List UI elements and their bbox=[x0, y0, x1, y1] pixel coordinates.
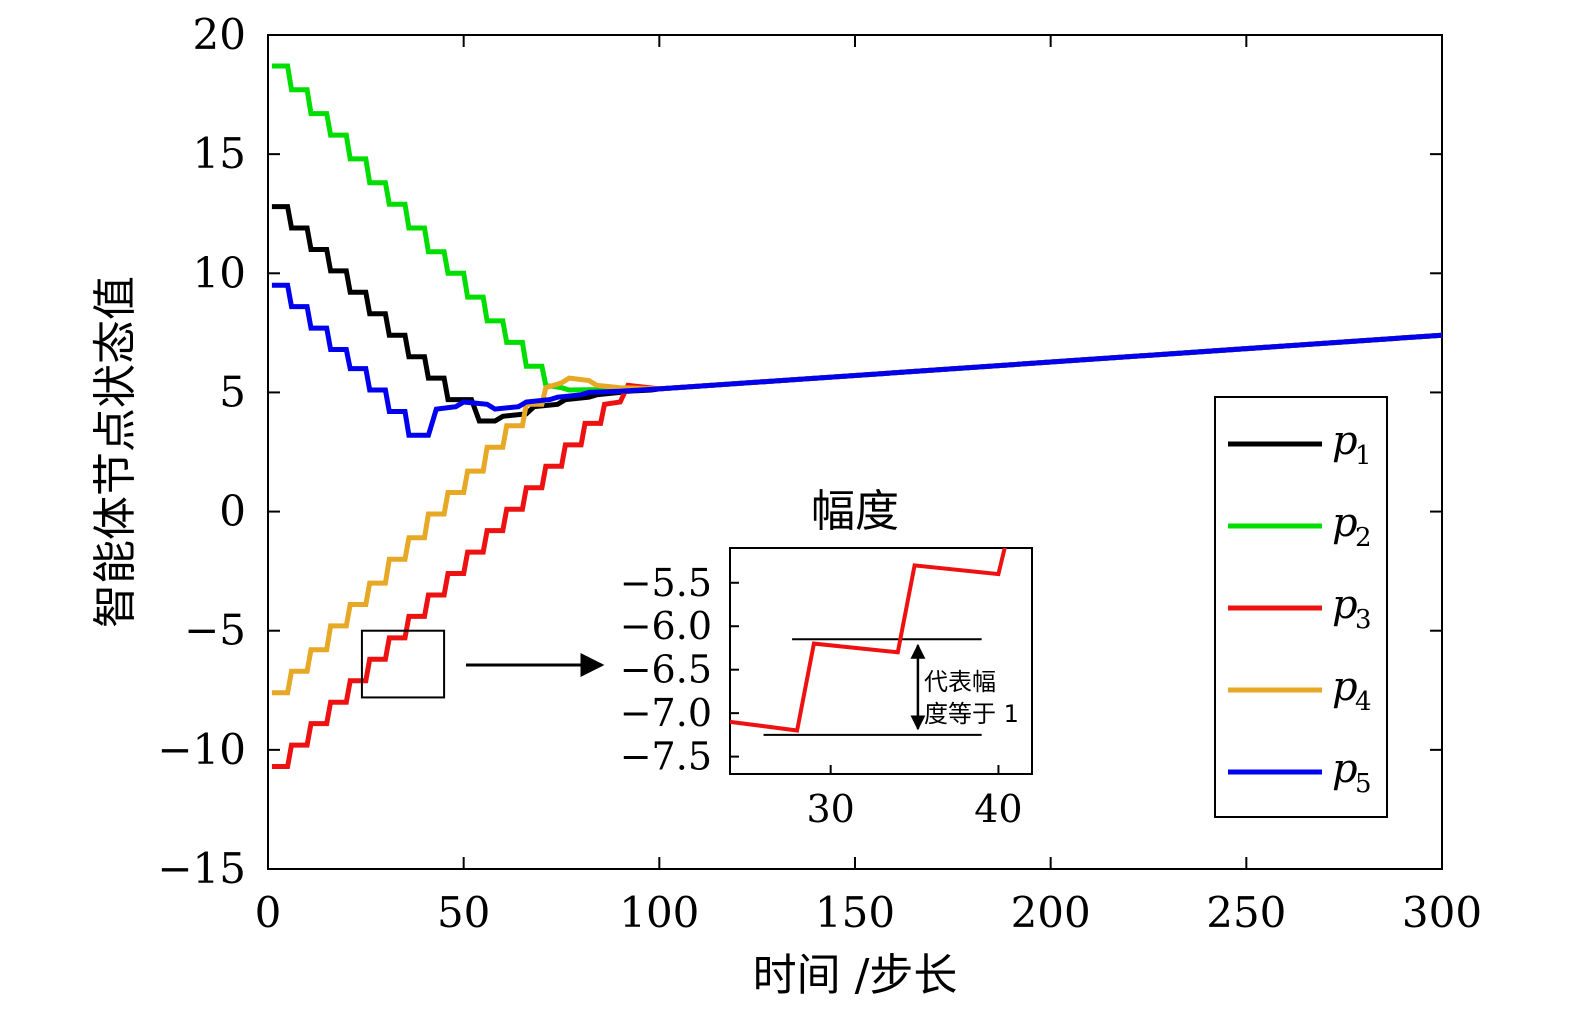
y-tick-label: −5 bbox=[184, 606, 246, 655]
series-line-p4 bbox=[271, 332, 1442, 696]
tick-marks bbox=[267, 34, 1443, 870]
y-tick-label: 5 bbox=[219, 367, 246, 416]
x-tick-label: 150 bbox=[815, 888, 895, 937]
zoom-box bbox=[360, 629, 446, 699]
inset-x-tick-label: 30 bbox=[806, 787, 854, 831]
legend-label: p bbox=[1332, 582, 1358, 628]
series-layer bbox=[271, 63, 1442, 769]
inset-reference-lines bbox=[763, 638, 982, 736]
inset-tick-labels: 30 40 −5.5−6.0−6.5−7.0−7.5 bbox=[620, 561, 1023, 831]
y-tick-label: −15 bbox=[157, 844, 246, 893]
series-line-p2 bbox=[271, 63, 1442, 393]
legend-label-subscript: 2 bbox=[1355, 523, 1372, 553]
x-tick-labels: 0 50 100 150 200 250 300 bbox=[255, 888, 1482, 937]
legend-item-p4: p4 bbox=[1228, 664, 1372, 717]
y-tick-label: 10 bbox=[193, 248, 246, 297]
series-line-p3 bbox=[271, 332, 1442, 769]
y-tick-labels: 20 15 10 5 0 −5 −10 −15 bbox=[157, 10, 246, 893]
inset-x-tick-label: 40 bbox=[974, 787, 1022, 831]
inset-y-tick-label: −5.5 bbox=[620, 561, 712, 605]
y-tick-label: 15 bbox=[193, 129, 246, 178]
legend-item-p3: p3 bbox=[1228, 582, 1372, 635]
x-tick-label: 100 bbox=[619, 888, 699, 937]
inset-y-tick-label: −7.0 bbox=[620, 691, 712, 735]
x-tick-label: 0 bbox=[255, 888, 282, 937]
series-line-p5 bbox=[271, 282, 1442, 438]
inset-tick-marks bbox=[730, 581, 1000, 774]
legend-label: p bbox=[1332, 746, 1358, 792]
inset-y-tick-label: −6.0 bbox=[620, 604, 712, 648]
amplitude-annotation-line2: 度等于 1 bbox=[924, 700, 1019, 728]
y-tick-label: 0 bbox=[219, 487, 246, 536]
x-axis-title: 时间 /步长 bbox=[753, 950, 958, 1001]
legend-label: p bbox=[1332, 664, 1358, 710]
inset: 幅度 30 40 −5.5−6.0−6.5−7.0−7.5 代表幅 度等于 1 bbox=[620, 486, 1033, 831]
x-tick-label: 50 bbox=[437, 888, 490, 937]
legend-item-p1: p1 bbox=[1228, 418, 1372, 471]
legend-label: p bbox=[1332, 500, 1358, 546]
x-tick-label: 250 bbox=[1206, 888, 1286, 937]
inset-y-tick-label: −6.5 bbox=[620, 648, 712, 692]
series-line-p1 bbox=[271, 204, 1442, 424]
y-tick-label: 20 bbox=[193, 10, 246, 59]
x-tick-label: 300 bbox=[1402, 888, 1482, 937]
amplitude-annotation-line1: 代表幅 bbox=[924, 668, 996, 696]
inset-y-tick-label: −7.5 bbox=[620, 735, 712, 779]
inset-title: 幅度 bbox=[811, 486, 899, 537]
legend-label-subscript: 3 bbox=[1355, 605, 1372, 635]
legend-label: p bbox=[1332, 418, 1358, 464]
legend-item-p2: p2 bbox=[1228, 500, 1372, 553]
x-tick-label: 200 bbox=[1011, 888, 1091, 937]
legend-item-p5: p5 bbox=[1228, 746, 1372, 799]
legend-label-subscript: 1 bbox=[1355, 441, 1372, 471]
legend-label-subscript: 5 bbox=[1355, 769, 1372, 799]
legend-label-subscript: 4 bbox=[1355, 687, 1372, 717]
inset-series-p3 bbox=[730, 548, 1007, 733]
y-tick-label: −10 bbox=[157, 725, 246, 774]
y-axis-title: 智能体节点状态值 bbox=[90, 276, 141, 628]
inset-frame bbox=[729, 547, 1033, 775]
